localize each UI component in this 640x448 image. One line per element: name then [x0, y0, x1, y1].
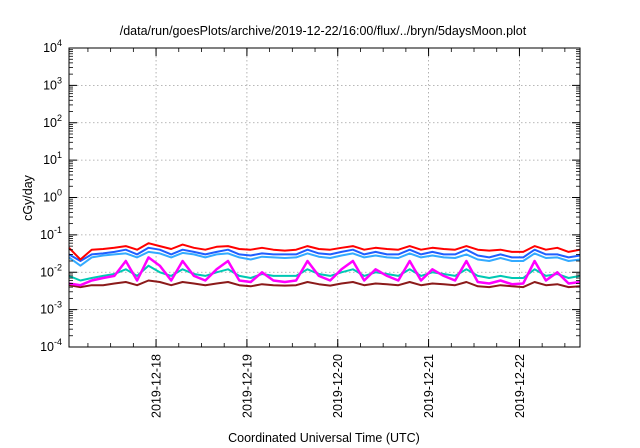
series-line-5: [68, 279, 581, 289]
y-tick-label: 101: [43, 150, 62, 167]
axes: 10-4 10-3 10-2 10-1 100 101 102 103 104 2019-12-1…: [40, 38, 580, 418]
series-group: [68, 242, 581, 289]
series-line-1: [68, 246, 581, 262]
series-line-3: [68, 264, 581, 282]
series-line-0: [68, 242, 581, 261]
y-tick-label: 102: [43, 113, 62, 130]
y-tick-label: 10-3: [40, 300, 62, 317]
chart-title: /data/run/goesPlots/archive/2019-12-22/1…: [120, 24, 527, 38]
y-tick-label: 103: [43, 75, 62, 92]
y-axis-label: cGy/day: [21, 174, 35, 221]
x-tick-label: 2019-12-21: [422, 354, 436, 418]
y-tick-label: 100: [43, 188, 62, 205]
y-tick-label: 104: [43, 38, 62, 55]
series-line-2: [68, 250, 581, 267]
y-tick-label: 10-2: [40, 262, 62, 279]
x-axis-label: Coordinated Universal Time (UTC): [228, 431, 420, 445]
grid: [69, 48, 580, 347]
y-tick-label: 10-1: [40, 225, 62, 242]
x-tick-label: 2019-12-22: [513, 354, 527, 418]
x-tick-label: 2019-12-20: [331, 354, 345, 418]
y-tick-label: 10-4: [40, 337, 62, 354]
x-tick-label: 2019-12-18: [150, 354, 164, 418]
series-line-4: [68, 256, 581, 287]
x-tick-label: 2019-12-19: [240, 354, 254, 418]
